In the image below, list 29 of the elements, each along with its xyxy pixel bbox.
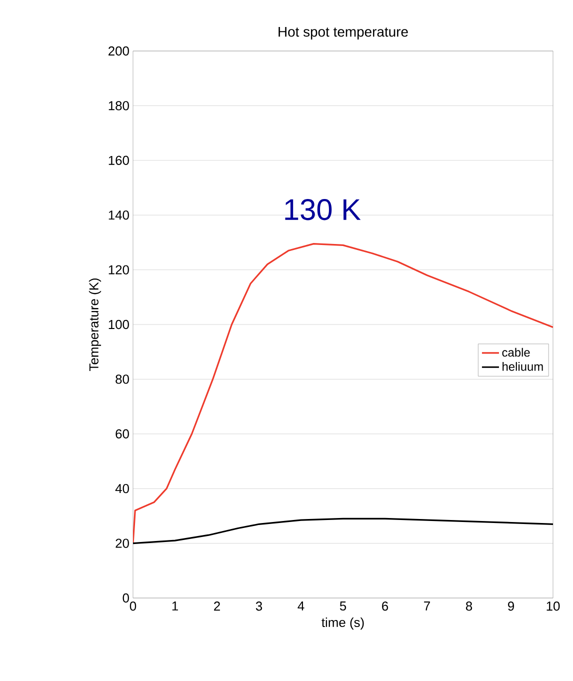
y-tick-label: 120 xyxy=(108,265,129,274)
x-axis-title: time (s) xyxy=(322,618,364,630)
y-axis-title: Temperature (K) xyxy=(88,278,102,371)
y-tick-label: 80 xyxy=(116,374,129,384)
chart-title: Hot spot temperature xyxy=(278,27,408,40)
x-tick-label: 9 xyxy=(508,602,514,611)
x-tick-label: 1 xyxy=(172,602,178,610)
line-series xyxy=(133,243,554,544)
x-tick-label: 5 xyxy=(340,602,346,611)
y-tick-label: 140 xyxy=(108,210,129,220)
x-tick-label: 4 xyxy=(298,602,304,610)
y-tick-label: 20 xyxy=(116,538,129,548)
x-tick-label: 3 xyxy=(256,602,262,611)
y-tick-label: 200 xyxy=(108,46,129,56)
legend-label: cable xyxy=(502,348,530,357)
legend-label: heliuum xyxy=(502,362,543,371)
x-tick-label: 7 xyxy=(424,602,430,610)
x-tick-label: 6 xyxy=(382,602,388,611)
y-tick-label: 100 xyxy=(108,320,129,330)
y-tick-label: 180 xyxy=(108,101,129,110)
x-tick-label: 0 xyxy=(130,602,136,611)
x-tick-label: 8 xyxy=(466,602,472,611)
x-tick-label: 2 xyxy=(214,602,220,611)
x-tick-label: 10 xyxy=(546,602,560,611)
y-tick-label: 40 xyxy=(115,484,129,494)
annotation: 130 K xyxy=(285,199,361,220)
y-tick-label: 160 xyxy=(108,156,129,165)
y-tick-label: 0 xyxy=(122,593,129,603)
y-tick-label: 60 xyxy=(116,429,129,438)
